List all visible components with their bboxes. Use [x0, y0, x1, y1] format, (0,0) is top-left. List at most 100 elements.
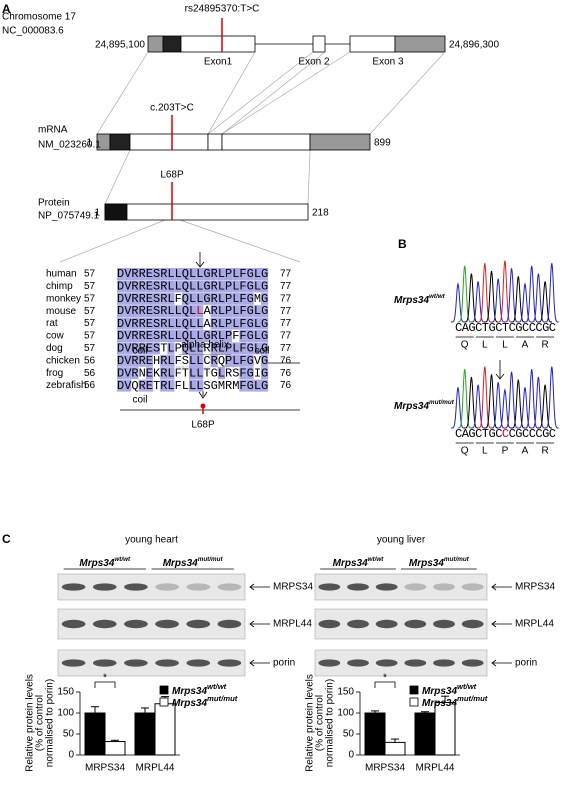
chromatogram-peak — [484, 374, 499, 429]
residue: R — [139, 304, 146, 318]
chromatogram-peak — [491, 382, 506, 429]
residue-cell — [181, 305, 189, 318]
residue: L — [189, 304, 196, 318]
residue-cell — [153, 280, 161, 293]
band — [461, 619, 484, 629]
residue-cell — [145, 292, 153, 305]
chromatogram-peak — [538, 281, 553, 323]
species: human — [46, 269, 77, 280]
residue: E — [146, 304, 153, 318]
residue-cell — [117, 305, 125, 318]
residue: Q — [182, 304, 189, 318]
residue-cell — [225, 280, 233, 293]
y-axis-label: (% of control — [315, 695, 326, 751]
band — [217, 583, 242, 591]
position: 77 — [280, 343, 292, 354]
residue-cell — [124, 354, 132, 367]
residue-cell — [232, 292, 240, 305]
residue-cell — [225, 305, 233, 318]
residue-cell — [124, 305, 132, 318]
band — [155, 659, 179, 667]
protein-label: Protein — [38, 198, 70, 209]
panel-title: young heart — [125, 535, 178, 546]
blot — [314, 573, 488, 601]
residue-cell — [203, 280, 211, 293]
residue-cell — [239, 280, 247, 293]
variant-label: rs24895370:T>C — [185, 4, 260, 15]
position: 57 — [84, 306, 96, 317]
residue: L — [196, 304, 203, 318]
genotype: mut/mut — [198, 556, 224, 563]
blot — [57, 649, 246, 677]
y-axis-label: normalised to porin) — [45, 679, 56, 767]
exon-label: Exon 2 — [298, 57, 330, 68]
residue-cell — [181, 317, 189, 330]
residue-cell — [189, 330, 197, 342]
genotype-label: Mrps34wt/wt — [394, 293, 446, 306]
coordinate: 24,895,100 — [95, 40, 145, 51]
residue-cell — [160, 280, 168, 293]
band — [61, 619, 86, 629]
species: frog — [46, 368, 63, 379]
chromatogram-peak — [504, 371, 519, 429]
variant-label: L68P — [160, 170, 184, 181]
residue-cell — [239, 292, 247, 305]
residue-cell — [217, 367, 225, 380]
position: 57 — [84, 343, 96, 354]
residue-cell — [189, 317, 197, 330]
sequence: DVRRESRLLQLLGRLPLFGLG — [117, 267, 268, 281]
residue-cell — [261, 317, 269, 330]
y-axis-label: Relative protein levels — [25, 674, 36, 772]
residue-cell — [117, 268, 125, 280]
band — [347, 583, 369, 591]
band — [433, 619, 455, 629]
chromatogram-peak — [471, 281, 486, 323]
residue-cell — [261, 354, 269, 367]
residue-cell — [210, 367, 218, 380]
gene-name: Mrps34 — [394, 295, 429, 306]
coordinate: 1 — [86, 138, 92, 149]
position: 76 — [280, 355, 292, 366]
residue-cell — [210, 305, 218, 318]
residue-cell — [239, 268, 247, 280]
base: C — [509, 321, 516, 335]
residue-cell — [225, 342, 233, 355]
band — [404, 659, 427, 667]
structure-label: coil — [132, 346, 147, 357]
band — [375, 583, 398, 591]
band — [186, 659, 211, 667]
residue-cell — [239, 317, 247, 330]
residue-cell — [174, 280, 182, 293]
band — [217, 659, 242, 667]
band — [461, 583, 484, 591]
residue-cell — [117, 280, 125, 293]
blot — [314, 608, 488, 640]
residue-cell — [153, 354, 161, 367]
chromatogram-peak — [524, 265, 539, 323]
band — [155, 619, 179, 629]
blot-label: porin — [515, 658, 537, 669]
band — [318, 583, 341, 591]
residue-cell — [261, 268, 269, 280]
residue-cell — [138, 268, 146, 280]
y-tick-label: 0 — [348, 750, 354, 761]
position: 77 — [280, 306, 292, 317]
residue-cell — [181, 268, 189, 280]
bar — [364, 712, 386, 756]
residue-cell — [217, 342, 225, 355]
legend-entry: Mrps34mut/mut — [172, 694, 238, 709]
x-tick-label: MRPS34 — [85, 763, 125, 774]
residue-cell — [174, 317, 182, 330]
residue-cell — [181, 367, 189, 380]
residue-cell — [174, 330, 182, 342]
band — [124, 619, 148, 629]
y-tick-label: 0 — [68, 750, 74, 761]
residue: P — [225, 304, 232, 318]
chromatogram-peak — [531, 273, 546, 323]
residue-cell — [181, 342, 189, 355]
residue: R — [160, 304, 167, 318]
residue-cell — [217, 305, 225, 318]
residue: S — [153, 304, 160, 318]
bar — [84, 712, 106, 756]
residue-cell — [225, 330, 233, 342]
